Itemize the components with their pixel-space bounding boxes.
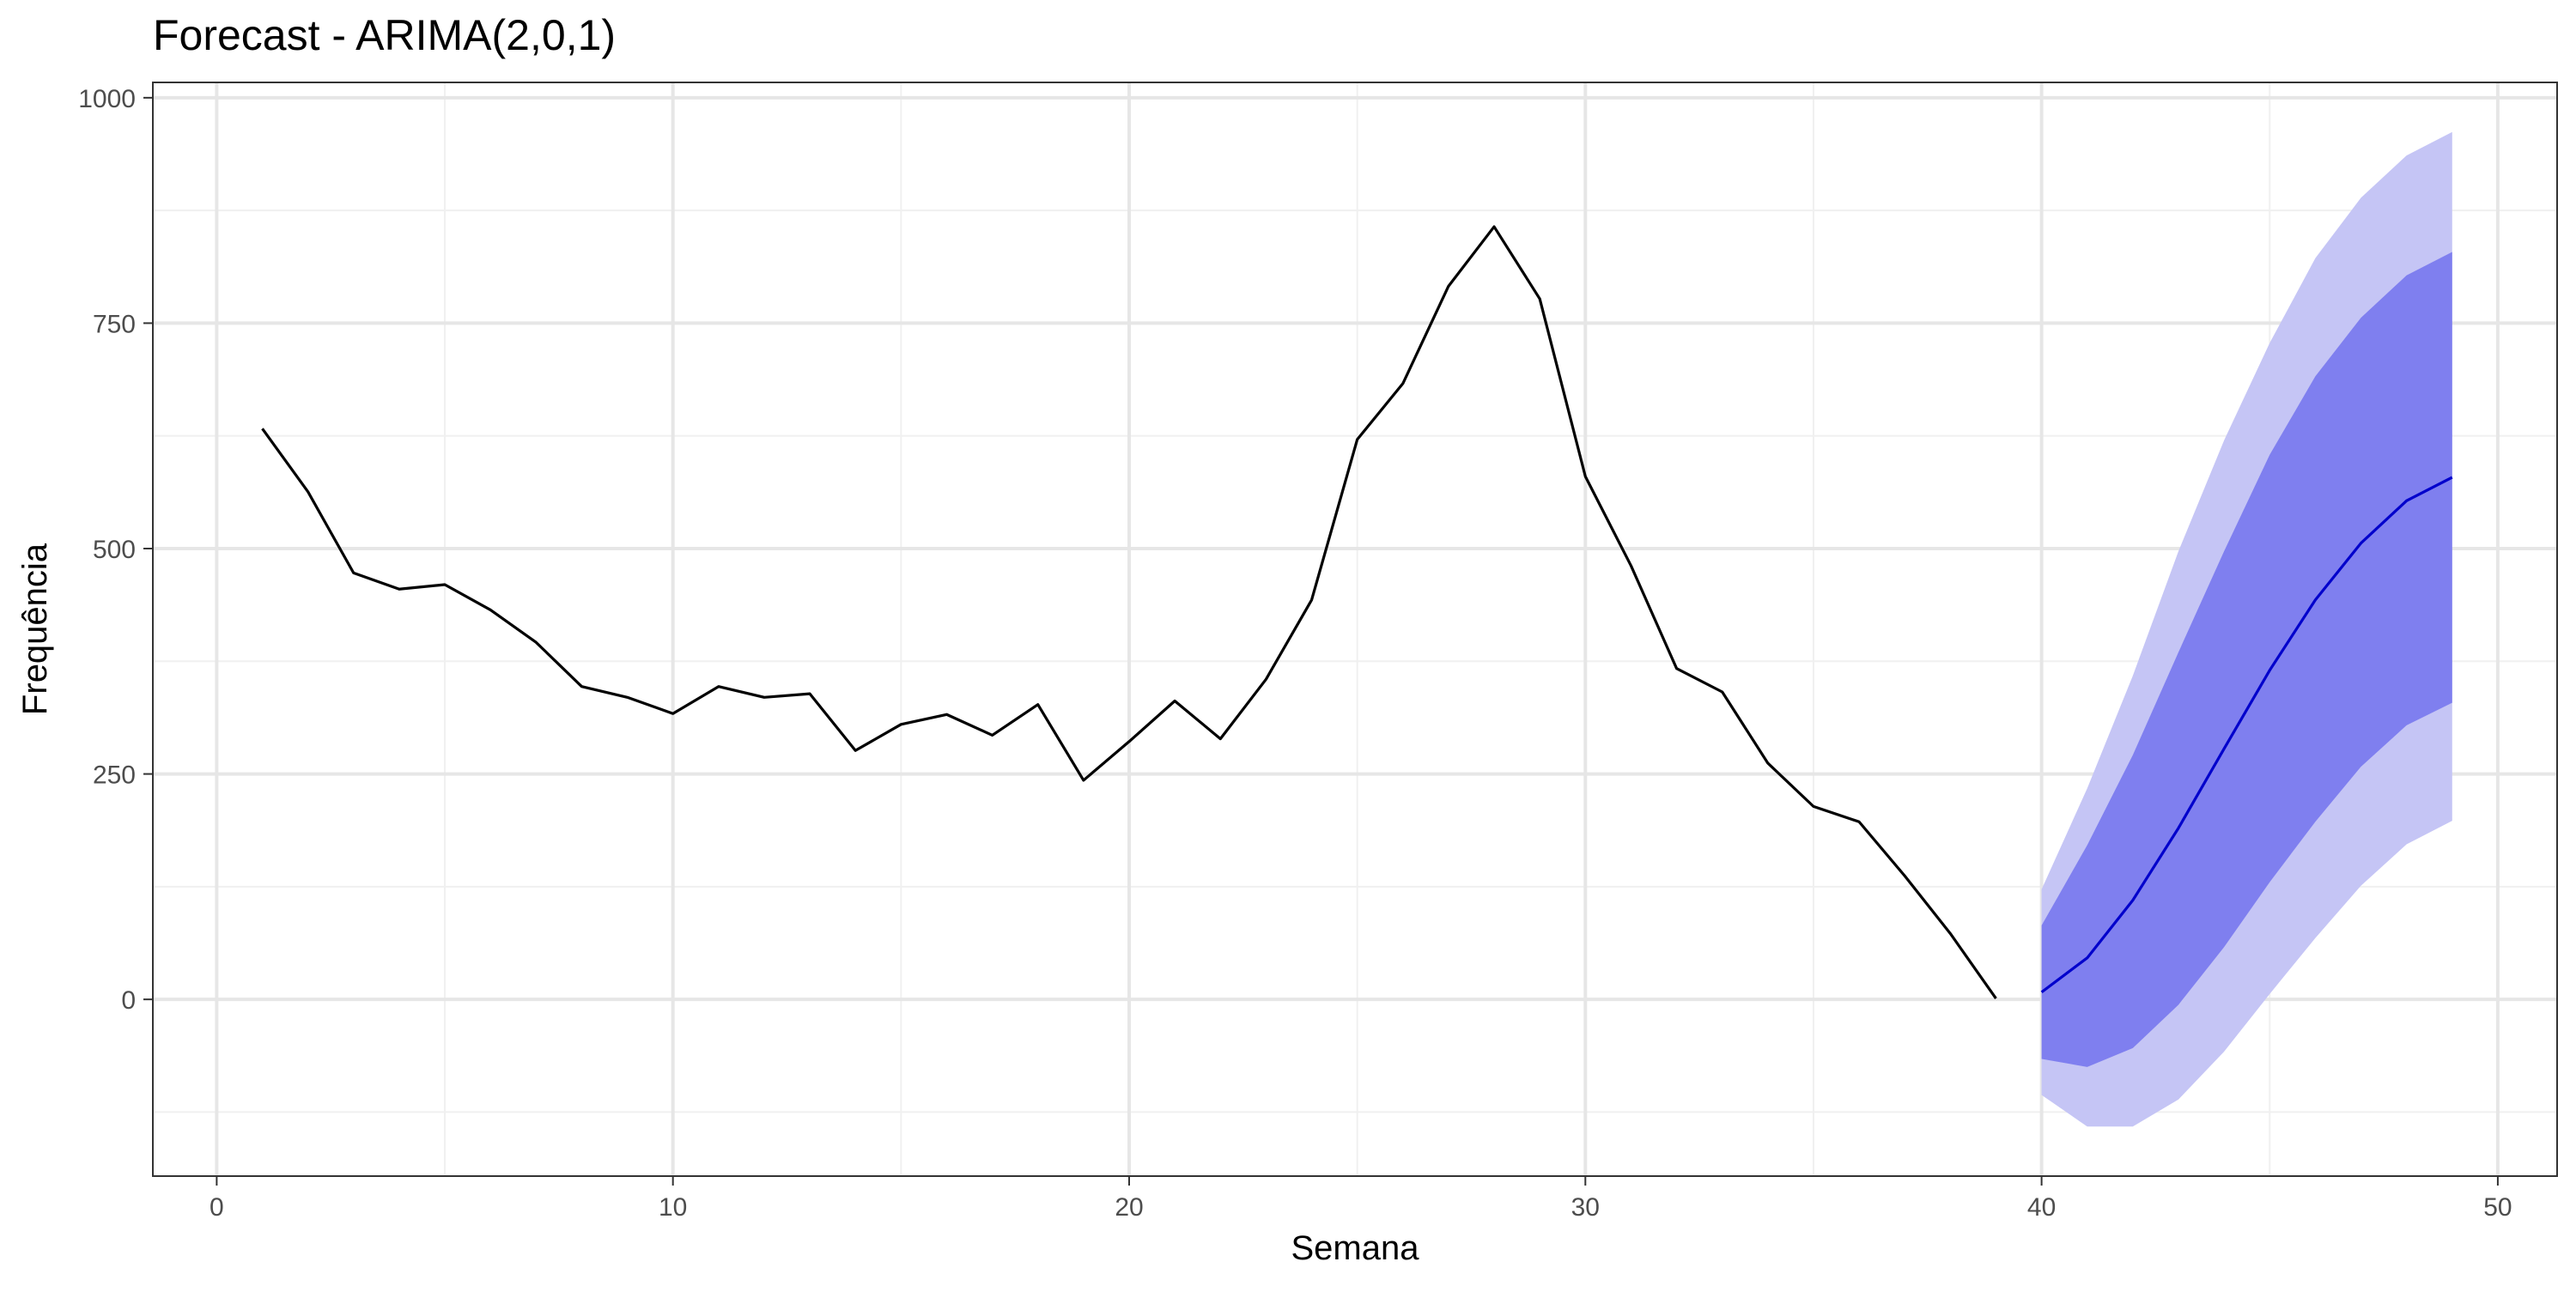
chart-title: Forecast - ARIMA(2,0,1) xyxy=(153,11,616,59)
x-axis-title: Semana xyxy=(1291,1229,1420,1267)
x-tick-label: 40 xyxy=(2027,1193,2056,1222)
x-tick-label: 20 xyxy=(1115,1193,1143,1222)
x-axis: 0 10 20 30 40 50 xyxy=(210,1176,2512,1222)
grid-major xyxy=(153,82,2557,1176)
y-axis: 0 250 500 750 1000 xyxy=(78,85,153,1015)
series-lines xyxy=(261,225,2453,1000)
y-tick-label: 750 xyxy=(93,310,136,338)
y-tick-label: 1000 xyxy=(78,85,136,113)
x-tick-label: 30 xyxy=(1571,1193,1600,1222)
x-tick-label: 50 xyxy=(2483,1193,2512,1222)
y-tick-label: 250 xyxy=(93,761,136,790)
panel-border xyxy=(152,82,2558,1177)
y-tick-label: 500 xyxy=(93,536,136,564)
interval-band-80 xyxy=(2041,252,2452,1067)
x-tick-label: 0 xyxy=(210,1193,224,1222)
y-tick-label: 0 xyxy=(121,986,136,1015)
forecast-intervals xyxy=(2041,131,2452,1127)
y-axis-title: Frequência xyxy=(16,543,54,715)
observed-line xyxy=(261,225,1997,1000)
forecast-line xyxy=(2040,476,2453,994)
x-tick-label: 10 xyxy=(659,1193,687,1222)
